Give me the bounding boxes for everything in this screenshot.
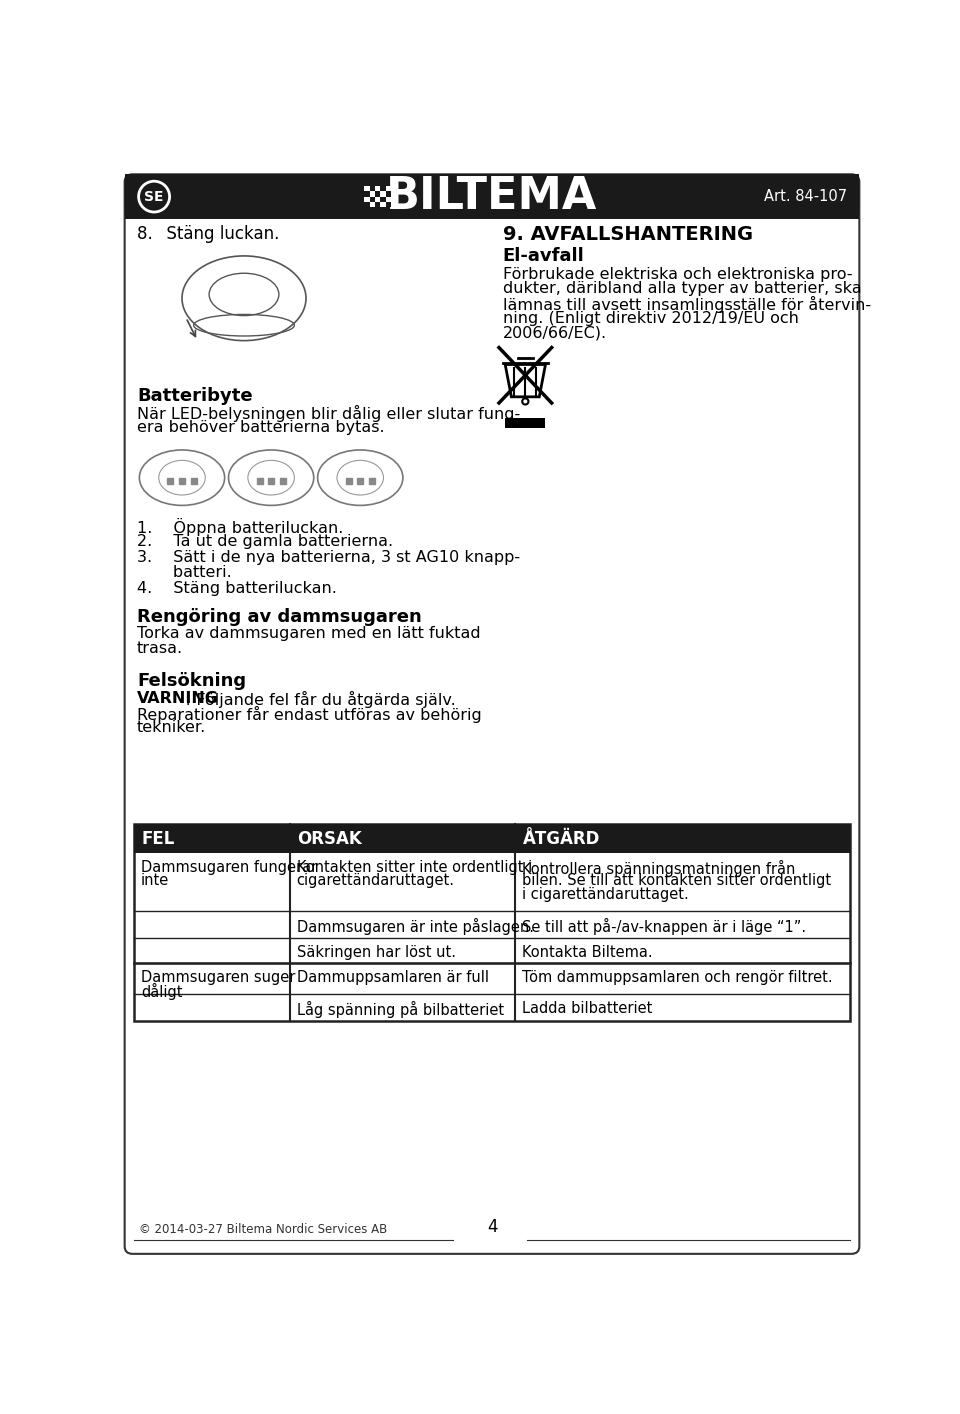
Bar <box>370 197 375 202</box>
Text: ning. (Enligt direktiv 2012/19/EU och: ning. (Enligt direktiv 2012/19/EU och <box>503 311 799 325</box>
Text: El-avfall: El-avfall <box>503 246 585 264</box>
Text: 4.   Stäng batteriluckan.: 4. Stäng batteriluckan. <box>137 581 337 595</box>
Text: dåligt: dåligt <box>141 983 182 1000</box>
Bar <box>505 417 545 427</box>
Text: cigarettändaruttaget.: cigarettändaruttaget. <box>297 874 455 888</box>
Bar <box>386 197 392 202</box>
Text: 2006/66/EC).: 2006/66/EC). <box>503 325 607 341</box>
FancyBboxPatch shape <box>125 174 859 219</box>
Bar <box>125 197 859 219</box>
Text: Art. 84-107: Art. 84-107 <box>764 189 847 204</box>
Text: Låg spänning på bilbatteriet: Låg spänning på bilbatteriet <box>297 1001 504 1018</box>
Text: bilen. Se till att kontakten sitter ordentligt: bilen. Se till att kontakten sitter orde… <box>522 874 831 888</box>
Text: 4: 4 <box>487 1217 497 1236</box>
Text: trasa.: trasa. <box>137 641 183 656</box>
Bar <box>380 185 386 191</box>
Text: Rengöring av dammsugaren: Rengöring av dammsugaren <box>137 608 421 626</box>
Text: Töm dammuppsamlaren och rengör filtret.: Töm dammuppsamlaren och rengör filtret. <box>522 970 833 984</box>
Text: Dammsugaren är inte påslagen.: Dammsugaren är inte påslagen. <box>297 918 534 935</box>
Text: Förbrukade elektriska och elektroniska pro-: Förbrukade elektriska och elektroniska p… <box>503 267 852 281</box>
Bar <box>386 185 392 191</box>
Text: Se till att på-/av-knappen är i läge “1”.: Se till att på-/av-knappen är i läge “1”… <box>522 918 806 935</box>
Bar <box>370 191 375 197</box>
Text: Reparationer får endast utföras av behörig: Reparationer får endast utföras av behör… <box>137 706 482 723</box>
Bar <box>364 202 370 208</box>
Text: 3.   Sätt i de nya batterierna, 3 st AG10 knapp-: 3. Sätt i de nya batterierna, 3 st AG10 … <box>137 550 520 566</box>
Text: 9. AVFALLSHANTERING: 9. AVFALLSHANTERING <box>503 225 753 245</box>
Text: Dammuppsamlaren är full: Dammuppsamlaren är full <box>297 970 489 984</box>
Bar <box>375 202 380 208</box>
Text: 8.  Stäng luckan.: 8. Stäng luckan. <box>137 225 279 243</box>
Text: Kontakten sitter inte ordentligt i: Kontakten sitter inte ordentligt i <box>297 860 532 875</box>
Text: SE: SE <box>144 189 164 204</box>
Text: VARNING: VARNING <box>137 691 219 706</box>
Bar <box>364 191 370 197</box>
Text: Kontrollera spänningsmatningen från: Kontrollera spänningsmatningen från <box>522 860 796 877</box>
FancyBboxPatch shape <box>125 174 859 1254</box>
Text: Torka av dammsugaren med en lätt fuktad: Torka av dammsugaren med en lätt fuktad <box>137 626 481 642</box>
Bar <box>134 824 850 854</box>
Text: inte: inte <box>141 874 169 888</box>
Text: Ladda bilbatteriet: Ladda bilbatteriet <box>522 1001 653 1015</box>
Bar <box>134 824 850 1021</box>
Bar <box>375 191 380 197</box>
Text: Säkringen har löst ut.: Säkringen har löst ut. <box>297 945 456 960</box>
Text: ÅTGÄRD: ÅTGÄRD <box>523 830 600 848</box>
Bar <box>364 197 370 202</box>
Text: BILTEMA: BILTEMA <box>386 175 598 218</box>
Bar <box>370 202 375 208</box>
Text: era behöver batterierna bytas.: era behöver batterierna bytas. <box>137 420 385 436</box>
Bar <box>375 185 380 191</box>
Bar <box>380 191 386 197</box>
Text: 2.   Ta ut de gamla batterierna.: 2. Ta ut de gamla batterierna. <box>137 534 394 549</box>
Bar <box>386 191 392 197</box>
Text: Dammsugaren suger: Dammsugaren suger <box>141 970 296 984</box>
Bar <box>370 185 375 191</box>
Bar <box>364 185 370 191</box>
Text: FEL: FEL <box>142 830 175 848</box>
Bar <box>380 197 386 202</box>
Text: © 2014-03-27 Biltema Nordic Services AB: © 2014-03-27 Biltema Nordic Services AB <box>138 1223 387 1236</box>
Bar <box>386 202 392 208</box>
Text: ! Följande fel får du åtgärda själv.: ! Följande fel får du åtgärda själv. <box>185 691 456 708</box>
Text: dukter, däribland alla typer av batterier, ska: dukter, däribland alla typer av batterie… <box>503 281 861 297</box>
Text: i cigarettändaruttaget.: i cigarettändaruttaget. <box>522 887 689 902</box>
Text: Kontakta Biltema.: Kontakta Biltema. <box>522 945 653 960</box>
Bar <box>380 202 386 208</box>
Text: batteri.: batteri. <box>137 564 231 580</box>
Text: När LED-belysningen blir dålig eller slutar fung-: När LED-belysningen blir dålig eller slu… <box>137 406 520 423</box>
Text: Batteribyte: Batteribyte <box>137 387 252 404</box>
Text: lämnas till avsett insamlingsställe för återvin-: lämnas till avsett insamlingsställe för … <box>503 296 871 312</box>
Bar <box>125 174 859 219</box>
Text: Felsökning: Felsökning <box>137 673 246 690</box>
Text: tekniker.: tekniker. <box>137 720 206 735</box>
Text: 1.   Öppna batteriluckan.: 1. Öppna batteriluckan. <box>137 518 344 536</box>
Bar <box>375 197 380 202</box>
Text: Dammsugaren fungerar: Dammsugaren fungerar <box>141 860 317 875</box>
Text: ORSAK: ORSAK <box>298 830 362 848</box>
